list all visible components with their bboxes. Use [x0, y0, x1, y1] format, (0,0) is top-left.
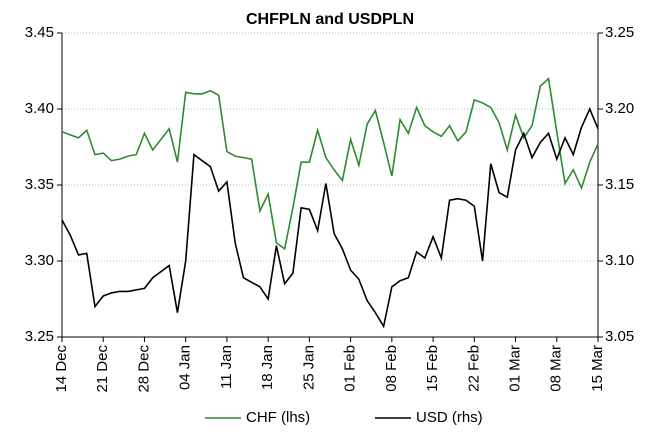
- x-tick-label: 11 Jan: [218, 345, 235, 389]
- x-tick-label: 01 Mar: [507, 345, 524, 392]
- x-tick-label: 08 Feb: [383, 345, 400, 392]
- x-tick-label: 04 Jan: [177, 345, 194, 390]
- chart-title: CHFPLN and USDPLN: [246, 11, 414, 28]
- legend-label: USD (rhs): [416, 409, 483, 426]
- x-tick-label: 14 Dec: [53, 345, 70, 393]
- x-tick-label: 18 Jan: [259, 345, 276, 390]
- x-tick-label: 15 Feb: [424, 345, 441, 392]
- y-tick-label: 3.40: [25, 100, 54, 117]
- x-tick-label: 21 Dec: [94, 345, 111, 393]
- y2-tick-label: 3.05: [605, 328, 634, 345]
- y2-tick-label: 3.25: [605, 24, 634, 41]
- y-tick-label: 3.35: [25, 176, 54, 193]
- x-tick-label: 15 Mar: [589, 345, 606, 392]
- x-tick-label: 22 Feb: [465, 345, 482, 392]
- x-tick-label: 28 Dec: [135, 345, 152, 393]
- y-tick-label: 3.25: [25, 328, 54, 345]
- x-tick-label: 01 Feb: [342, 345, 359, 392]
- y2-tick-label: 3.15: [605, 176, 634, 193]
- y-tick-label: 3.45: [25, 24, 54, 41]
- y2-tick-label: 3.10: [605, 252, 634, 269]
- x-tick-label: 25 Jan: [300, 345, 317, 390]
- y2-tick-label: 3.20: [605, 100, 634, 117]
- legend-label: CHF (lhs): [246, 409, 310, 426]
- series-line: [61, 106, 599, 329]
- y-tick-label: 3.30: [25, 252, 54, 269]
- series-line: [61, 76, 599, 251]
- x-tick-label: 08 Mar: [548, 345, 565, 392]
